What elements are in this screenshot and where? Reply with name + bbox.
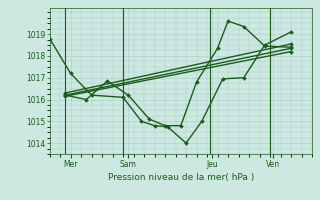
X-axis label: Pression niveau de la mer( hPa ): Pression niveau de la mer( hPa )	[108, 173, 254, 182]
